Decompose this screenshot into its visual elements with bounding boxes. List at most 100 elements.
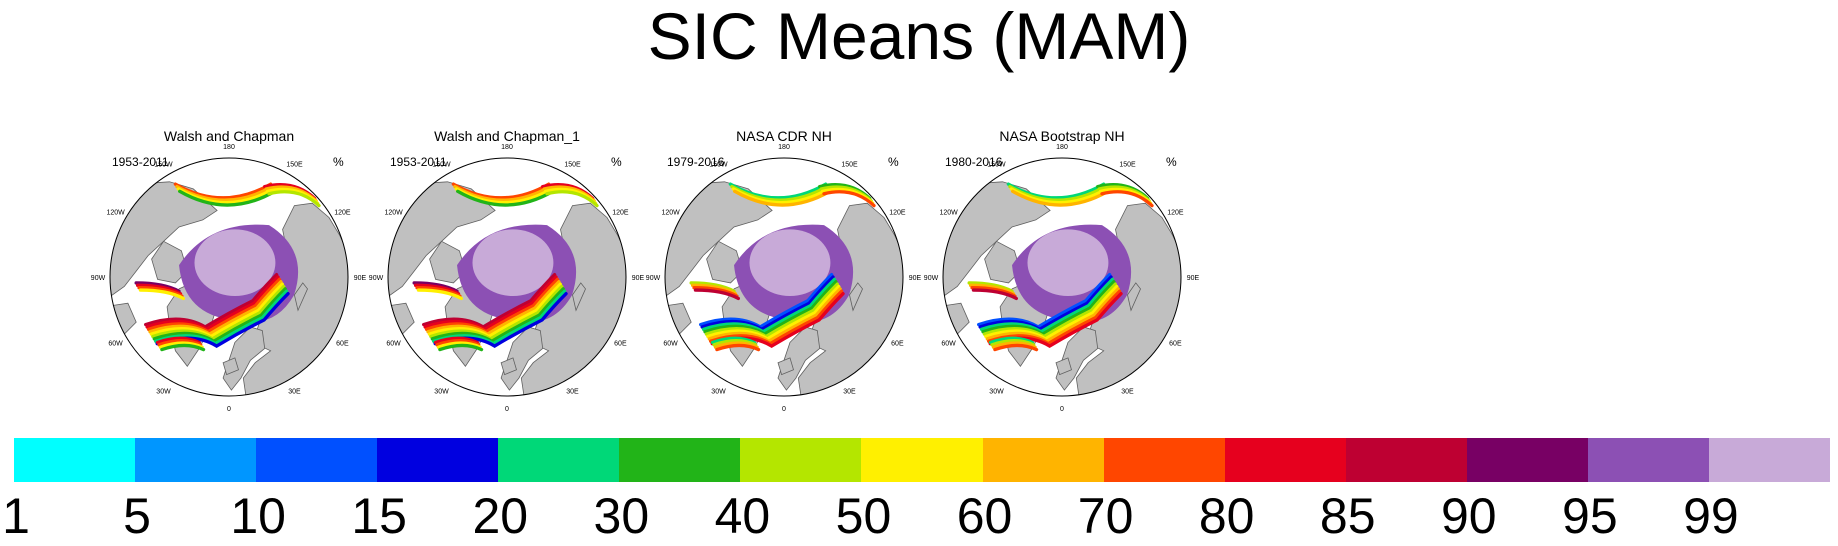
longitude-label: 60W: [663, 341, 678, 348]
ice-edge-band: [424, 277, 560, 334]
longitude-label: 180: [778, 144, 790, 151]
longitude-label: 30E: [288, 388, 301, 395]
ice-edge-band: [144, 272, 279, 329]
ice-edge-band: [710, 336, 756, 345]
ice-edge-band: [982, 282, 1117, 339]
longitude-label: 90E: [1187, 275, 1200, 282]
map-border: [387, 157, 627, 397]
ice-edge-band: [707, 287, 842, 344]
ice-edge-band: [436, 341, 482, 349]
colorbar-swatch: [861, 438, 984, 482]
longitude-label: 30E: [843, 388, 856, 395]
longitude-label: 30W: [156, 388, 171, 395]
ice-edge-band: [145, 275, 280, 332]
longitude-label: 180: [501, 144, 513, 151]
ice-edge-band: [733, 189, 832, 207]
panel-period: 1980-2016: [945, 155, 1003, 169]
colorbar-swatch: [740, 438, 862, 482]
longitude-label: 120E: [889, 210, 906, 217]
land-shape: [943, 181, 1051, 302]
longitude-label: 30W: [711, 388, 726, 395]
longitude-label: 90E: [909, 275, 922, 282]
land-shape: [572, 282, 586, 312]
land-shape: [1055, 326, 1099, 391]
ice-edge-band: [713, 341, 759, 349]
longitude-label: 30W: [434, 388, 449, 395]
ice-edge-band: [981, 280, 1116, 337]
map-border: [664, 157, 904, 397]
colorbar-label: 70: [1077, 488, 1134, 544]
panel-title: NASA CDR NH: [736, 128, 832, 144]
land-shape: [222, 326, 266, 391]
longitude-label: 60W: [386, 341, 401, 348]
polar-map-panel: 180 150E 120E 90E 60E 30E 0 30W 60W 90W 120W 150W Wa…: [369, 128, 645, 413]
ice-edge-band: [151, 284, 286, 341]
colorbar-swatch: [1345, 438, 1468, 482]
colorbar-swatch: [1224, 438, 1347, 482]
longitude-label: 90W: [91, 275, 106, 282]
colorbar-label: 95: [1562, 488, 1618, 544]
polar-map-panel: 180 150E 120E 90E 60E 30E 0 30W 60W 90W 120W 150W NA…: [646, 128, 922, 413]
colorbar-swatch: [1587, 438, 1710, 482]
panel-title: Walsh and Chapman_1: [434, 128, 580, 144]
longitude-label: 120E: [612, 210, 629, 217]
ice-edge-band: [709, 289, 844, 346]
ice-edge-band: [152, 287, 287, 344]
land-shape: [500, 326, 544, 391]
longitude-label: 90W: [646, 275, 661, 282]
colorbar-label: 40: [714, 488, 771, 544]
ice-edge-band: [433, 336, 479, 345]
land-shape: [706, 240, 743, 284]
longitude-label: 120W: [661, 210, 680, 217]
panel-period: 1953-2011: [112, 155, 169, 169]
longitude-label: 90W: [369, 275, 384, 282]
ice-edge-band: [979, 277, 1115, 334]
longitude-label: 30E: [566, 388, 579, 395]
land-shape: [388, 181, 496, 302]
colorbar-label: 99: [1683, 488, 1739, 544]
colorbar-label: 1: [2, 488, 30, 544]
ice-edge-band: [178, 189, 277, 207]
ice-edge-band: [429, 284, 564, 341]
land-shape: [429, 240, 466, 284]
ice-edge-band: [993, 343, 1039, 352]
ice-edge-band: [426, 280, 561, 337]
panel-units: %: [333, 155, 344, 169]
longitude-label: 150W: [154, 162, 173, 169]
ice-edge-band: [545, 190, 599, 208]
ice-edge-band: [985, 287, 1120, 344]
longitude-label: 60E: [891, 341, 904, 348]
ice-edge-band: [991, 341, 1037, 349]
ice-edge-band: [416, 288, 463, 301]
ice-edge-band: [699, 272, 834, 329]
ice-edge-band: [984, 284, 1119, 341]
land-shape: [665, 181, 773, 302]
land-shape: [1055, 357, 1072, 376]
longitude-label: 120E: [334, 210, 351, 217]
longitude-label: 0: [782, 406, 786, 413]
ice-edge-band: [712, 339, 758, 347]
longitude-label: 120W: [106, 210, 125, 217]
longitude-label: 30W: [989, 388, 1004, 395]
ice-edge-band: [158, 341, 204, 349]
land-shape: [1127, 282, 1141, 312]
ice-edge-band: [435, 339, 481, 347]
map-border: [942, 157, 1182, 397]
longitude-label: 150E: [286, 162, 303, 169]
colorbar-label: 90: [1440, 488, 1497, 544]
panel-title: NASA Bootstrap NH: [999, 128, 1124, 144]
panel-units: %: [611, 155, 622, 169]
ice-edge-band: [700, 275, 835, 332]
ice-edge-band: [971, 288, 1018, 301]
ice-edge-band: [438, 343, 484, 352]
land-shape: [110, 181, 218, 302]
ice-edge-band: [430, 287, 565, 344]
panel-period: 1953-2011: [390, 155, 447, 169]
longitude-label: 120W: [384, 210, 403, 217]
longitude-label: 150W: [709, 162, 728, 169]
colorbar-label: 5: [123, 488, 151, 544]
colorbar-swatch: [498, 438, 620, 482]
ice-edge-band: [160, 343, 206, 352]
page-title: SIC Means (MAM): [647, 0, 1191, 73]
ice-edge-band: [1011, 189, 1110, 207]
